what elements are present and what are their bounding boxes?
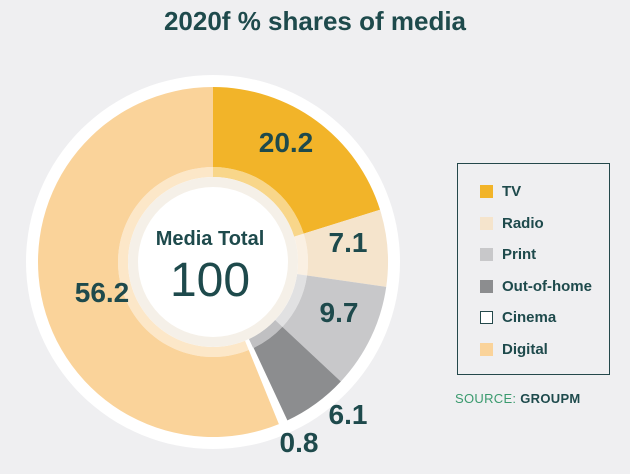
legend-swatch-cinema bbox=[480, 311, 493, 325]
center-total-label: Media Total bbox=[155, 228, 265, 250]
legend-swatch-tv bbox=[480, 185, 493, 199]
legend-item-print: Print bbox=[480, 239, 609, 271]
legend-swatch-print bbox=[480, 248, 493, 262]
slice-inner-band-tv bbox=[213, 167, 304, 237]
slice-print bbox=[282, 275, 387, 382]
legend: TV Radio Print Out-of-home Cinema Digita… bbox=[457, 163, 610, 375]
source-note: SOURCE: GROUPM bbox=[455, 391, 581, 406]
center-total-value: 100 bbox=[169, 254, 251, 307]
legend-label-out-of-home: Out-of-home bbox=[502, 277, 592, 295]
slice-out-of-home bbox=[253, 326, 341, 421]
legend-item-digital: Digital bbox=[480, 334, 609, 366]
legend-swatch-radio bbox=[480, 216, 493, 230]
legend-label-print: Print bbox=[502, 246, 537, 264]
source-name: GROUPM bbox=[520, 391, 581, 406]
donut-core bbox=[138, 187, 288, 337]
legend-label-radio: Radio bbox=[502, 214, 544, 232]
slice-label-digital: 56.2 bbox=[75, 277, 130, 308]
slice-inner-band-radio bbox=[294, 233, 308, 276]
slice-inner-band-cinema bbox=[245, 339, 254, 351]
legend-item-out-of-home: Out-of-home bbox=[480, 271, 609, 303]
slice-label-radio: 7.1 bbox=[329, 227, 368, 258]
legend-item-tv: TV bbox=[480, 176, 609, 208]
slice-tv bbox=[213, 87, 381, 234]
slice-radio bbox=[303, 209, 389, 287]
chart-title: 2020f % shares of media bbox=[163, 6, 467, 36]
slice-label-print: 9.7 bbox=[320, 297, 359, 328]
legend-swatch-digital bbox=[480, 342, 493, 356]
legend-swatch-out-of-home bbox=[480, 279, 493, 293]
slice-digital bbox=[37, 87, 279, 437]
legend-label-tv: TV bbox=[502, 183, 522, 201]
legend-label-digital: Digital bbox=[502, 340, 548, 358]
slice-label-cinema: 0.8 bbox=[280, 427, 319, 458]
slice-label-tv: 20.2 bbox=[259, 127, 314, 158]
legend-item-cinema: Cinema bbox=[480, 302, 609, 334]
legend-item-radio: Radio bbox=[480, 208, 609, 240]
slice-inner-band-out-of-home bbox=[248, 320, 283, 349]
slice-inner-band-print bbox=[275, 274, 308, 327]
slice-label-out-of-home: 6.1 bbox=[329, 399, 368, 430]
source-prefix: SOURCE: bbox=[455, 391, 521, 406]
legend-label-cinema: Cinema bbox=[502, 309, 557, 327]
